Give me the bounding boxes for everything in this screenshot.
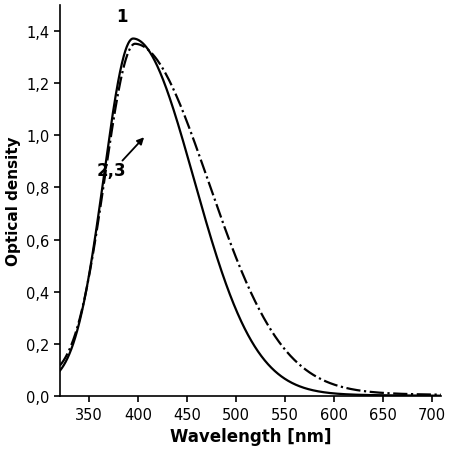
Text: 2,3: 2,3 — [97, 162, 126, 180]
Text: 1: 1 — [115, 9, 127, 27]
Y-axis label: Optical density: Optical density — [5, 136, 20, 266]
X-axis label: Wavelength [nm]: Wavelength [nm] — [170, 428, 331, 446]
